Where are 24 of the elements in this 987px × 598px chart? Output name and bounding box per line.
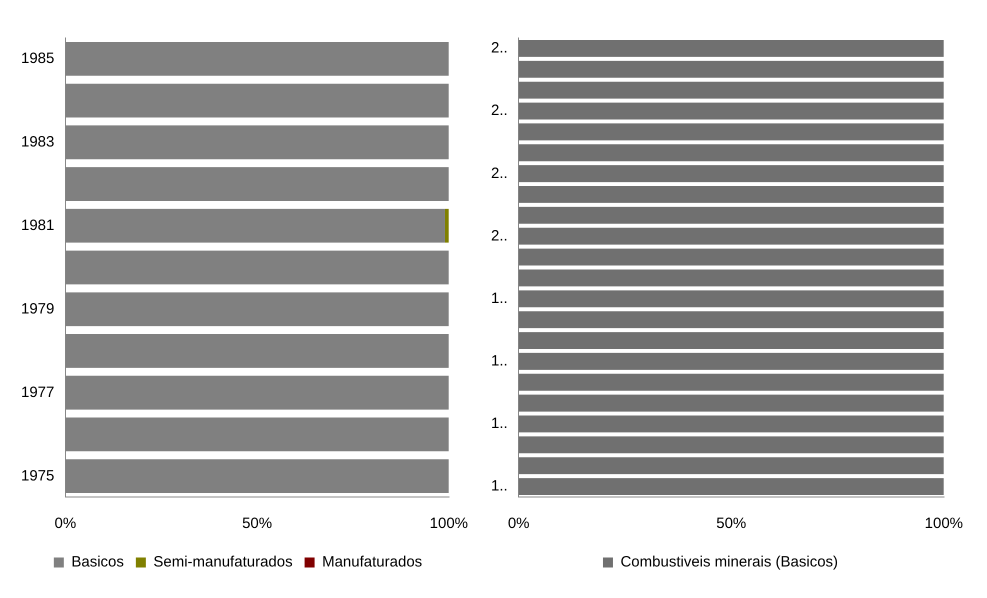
y-tick-label: 1977	[20, 384, 54, 401]
y-tick-label: 1..	[490, 352, 508, 370]
legend-label: Combustiveis minerais (Basicos)	[620, 554, 838, 571]
legend-label: Semi-manufaturados	[153, 554, 293, 571]
legend-label: Manufaturados	[322, 554, 422, 571]
y-tick-label: 1..	[490, 415, 508, 432]
y-tick-label: 2..	[490, 102, 508, 120]
y-tick-label: 1..	[490, 290, 508, 307]
y-tick-label: 1983	[20, 133, 54, 150]
x-tick-label: 0%	[54, 515, 76, 532]
y-tick-label: 1979	[20, 300, 54, 318]
legend-label: Basicos	[71, 554, 124, 571]
y-tick-label: 2..	[490, 164, 508, 182]
x-tick-label: 100%	[924, 515, 964, 532]
x-tick-label: 50%	[242, 515, 272, 532]
y-tick-label: 2..	[490, 227, 508, 244]
y-tick-label: 1..	[490, 478, 508, 495]
x-tick-label: 100%	[430, 515, 468, 532]
y-tick-label: 1975	[20, 467, 54, 484]
x-tick-label: 0%	[508, 515, 530, 532]
y-tick-label: 1985	[20, 50, 54, 68]
y-tick-label: 2..	[490, 40, 508, 57]
x-tick-label: 50%	[716, 515, 746, 532]
y-tick-label: 1981	[20, 216, 54, 234]
